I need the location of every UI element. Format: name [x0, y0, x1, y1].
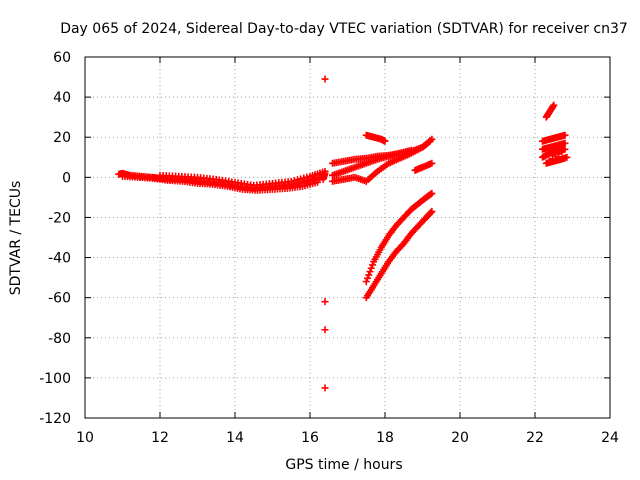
y-axis-label: SDTVAR / TECUs: [8, 181, 24, 296]
data-point: [365, 271, 373, 279]
x-tick-label: 14: [226, 430, 244, 446]
series-late-cluster: [539, 101, 571, 167]
y-tick-label: 40: [53, 90, 71, 106]
data-point: [426, 137, 434, 145]
y-tick-label: 0: [62, 170, 71, 186]
x-tick-label: 12: [151, 430, 169, 446]
grid: [85, 57, 610, 418]
data-point: [369, 261, 376, 269]
y-tick-label: 60: [53, 50, 71, 66]
data-point: [561, 139, 569, 147]
data-point: [321, 75, 329, 83]
y-tick-labels: 60 40 20 0 -20 -40 -60 -80 -100 -120: [39, 50, 71, 427]
data-point: [381, 137, 389, 145]
x-tick-label: 20: [451, 430, 469, 446]
y-tick-label: -40: [48, 251, 71, 267]
y-tick-label: -100: [39, 371, 71, 387]
data-point: [321, 326, 329, 334]
data-point: [321, 384, 329, 392]
x-tick-label: 16: [301, 430, 319, 446]
y-tick-label: 20: [53, 130, 71, 146]
series-recovery-lower: [362, 207, 436, 302]
data-point: [428, 159, 436, 167]
data-point: [321, 169, 329, 177]
y-tick-label: -120: [39, 411, 71, 427]
data-point: [563, 153, 571, 161]
x-tick-label: 18: [376, 430, 394, 446]
data-points: [115, 75, 571, 392]
data-point: [362, 278, 370, 286]
data-point: [425, 138, 433, 146]
data-point: [321, 298, 329, 306]
data-point: [428, 189, 436, 197]
y-tick-label: -80: [48, 331, 71, 347]
data-point: [550, 101, 558, 109]
data-point: [561, 131, 569, 139]
x-tick-label: 24: [601, 430, 619, 446]
data-point: [366, 268, 374, 276]
data-point: [367, 264, 375, 272]
series-mid-rising: [329, 137, 434, 185]
x-tick-label: 10: [76, 430, 94, 446]
x-tick-label: 22: [526, 430, 544, 446]
series-main-trend-b: [119, 172, 321, 194]
x-tick-labels: 10 12 14 16 18 20 22 24: [76, 430, 619, 446]
data-point: [427, 208, 435, 216]
y-tick-label: -60: [48, 291, 71, 307]
data-point: [314, 178, 321, 186]
chart-title: Day 065 of 2024, Sidereal Day-to-day VTE…: [60, 21, 628, 37]
y-tick-label: -20: [48, 210, 71, 226]
series-right-short: [411, 159, 436, 174]
plot-area: [84, 56, 611, 419]
data-point: [428, 207, 436, 215]
ticks: [84, 56, 611, 419]
series-upper-cluster: [362, 131, 389, 145]
series-main-trend-c: [156, 167, 329, 189]
data-point: [364, 274, 371, 282]
series-recovery-upper: [362, 189, 436, 286]
x-axis-label: GPS time / hours: [285, 457, 402, 473]
series-spike-16-4: [319, 75, 329, 392]
